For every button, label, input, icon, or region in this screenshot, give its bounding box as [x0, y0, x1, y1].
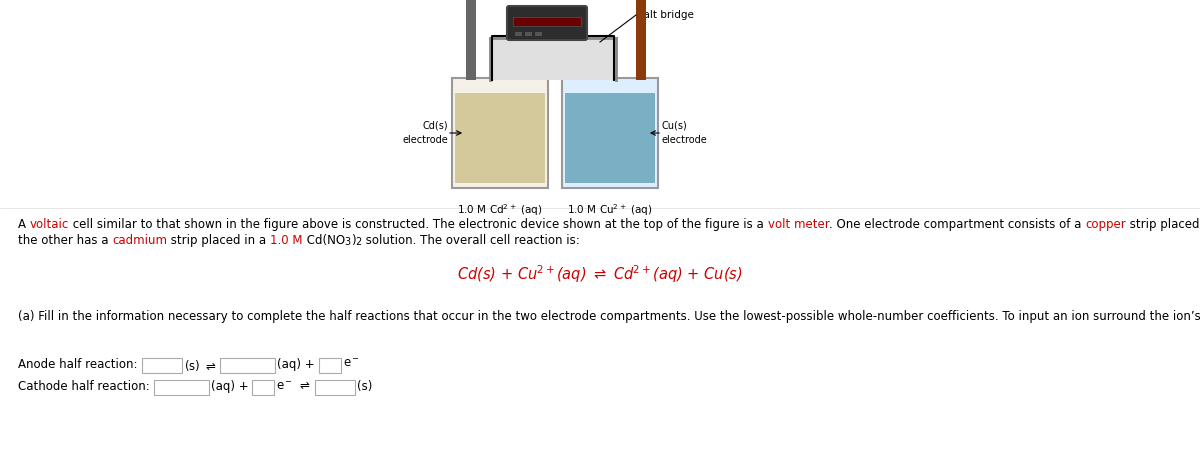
Text: 3+: 3+: [358, 329, 371, 339]
Text: volt meter: volt meter: [768, 218, 829, 231]
Text: 1.0 M Cu$^{2+}$ (aq): 1.0 M Cu$^{2+}$ (aq): [568, 202, 653, 218]
Text: +: +: [546, 329, 554, 339]
Text: strip placed in a: strip placed in a: [1126, 218, 1200, 231]
Bar: [452, 78, 548, 188]
Bar: [515, 32, 522, 36]
Text: 3: 3: [344, 237, 350, 247]
Text: 2: 2: [355, 237, 361, 247]
Text: [Li]1+ or [Li]+1). Do not use brackets for neutral species.: [Li]1+ or [Li]+1). Do not use brackets f…: [631, 326, 976, 339]
Text: cadmium: cadmium: [113, 234, 167, 247]
Text: = [Li]+ (: = [Li]+ (: [554, 326, 610, 339]
Text: (s) $\rightleftharpoons$: (s) $\rightleftharpoons$: [184, 358, 216, 373]
Bar: [636, 0, 646, 80]
Text: 1.0 M Cd$^{2+}$ (aq): 1.0 M Cd$^{2+}$ (aq): [457, 202, 542, 218]
Text: not: not: [434, 326, 457, 339]
Text: strip placed in a: strip placed in a: [167, 234, 270, 247]
Bar: [455, 93, 545, 183]
Text: 3+: 3+: [358, 329, 371, 339]
Text: the other has a: the other has a: [18, 234, 113, 247]
Text: salt bridge: salt bridge: [638, 10, 694, 20]
Text: (s): (s): [358, 380, 373, 393]
Text: not: not: [610, 326, 631, 339]
Text: (a) Fill in the information necessary to complete the half reactions that occur : (a) Fill in the information necessary to…: [18, 310, 1200, 323]
Text: . One electrode compartment consists of a: . One electrode compartment consists of …: [829, 218, 1085, 231]
Text: 1.0 M: 1.0 M: [270, 234, 302, 247]
Text: Cd(s)
electrode: Cd(s) electrode: [402, 121, 448, 145]
Bar: [466, 0, 476, 80]
Text: copper: copper: [1085, 218, 1126, 231]
Text: A: A: [18, 218, 30, 231]
Text: brackets and put the ion’s charge to the right like this: Al: brackets and put the ion’s charge to the…: [18, 326, 358, 339]
Text: solution. The overall cell reaction is:: solution. The overall cell reaction is:: [361, 234, 580, 247]
Bar: [562, 78, 658, 188]
Text: (aq) +: (aq) +: [277, 358, 314, 371]
Bar: [319, 358, 341, 373]
Text: = [Al]3+ (: = [Al]3+ (: [371, 326, 434, 339]
Bar: [535, 32, 542, 36]
Text: = [Li]+ (: = [Li]+ (: [554, 326, 610, 339]
Text: voltaic: voltaic: [30, 218, 70, 231]
Bar: [526, 32, 532, 36]
Text: Anode half reaction:: Anode half reaction:: [18, 358, 138, 371]
Bar: [514, 17, 581, 26]
FancyBboxPatch shape: [508, 6, 587, 40]
Text: [Al]+3), and Li: [Al]+3), and Li: [457, 326, 546, 339]
Text: [Al]+3), and Li: [Al]+3), and Li: [457, 326, 546, 339]
Text: Cathode half reaction:: Cathode half reaction:: [18, 380, 150, 393]
Text: ): ): [350, 234, 355, 247]
Text: not: not: [610, 326, 631, 339]
Bar: [220, 358, 275, 373]
Text: e$^-$ $\rightleftharpoons$: e$^-$ $\rightleftharpoons$: [276, 379, 312, 392]
Text: cell similar to that shown in the figure above is constructed. The electronic de: cell similar to that shown in the figure…: [70, 218, 768, 231]
Text: Cd(s) + Cu$^{2+}$(aq) $\rightleftharpoons$ Cd$^{2+}$(aq) + Cu(s): Cd(s) + Cu$^{2+}$(aq) $\rightleftharpoon…: [457, 263, 743, 285]
Bar: [142, 358, 181, 373]
Text: Cu(s)
electrode: Cu(s) electrode: [662, 121, 708, 145]
Text: (aq) +: (aq) +: [211, 380, 248, 393]
Text: +: +: [546, 329, 554, 339]
Bar: [316, 380, 355, 395]
Bar: [252, 380, 275, 395]
Text: not: not: [434, 326, 457, 339]
Text: brackets and put the ion’s charge to the right like this: Al: brackets and put the ion’s charge to the…: [18, 326, 358, 339]
Text: Cd(NO: Cd(NO: [302, 234, 344, 247]
Bar: [565, 93, 655, 183]
Bar: [154, 380, 209, 395]
Text: = [Al]3+ (: = [Al]3+ (: [371, 326, 434, 339]
Text: [Li]1+ or [Li]+1). Do not use brackets for neutral species.: [Li]1+ or [Li]+1). Do not use brackets f…: [631, 326, 976, 339]
Bar: [0, 326, 1200, 342]
Text: e$^-$: e$^-$: [343, 357, 360, 370]
Bar: [492, 38, 614, 80]
